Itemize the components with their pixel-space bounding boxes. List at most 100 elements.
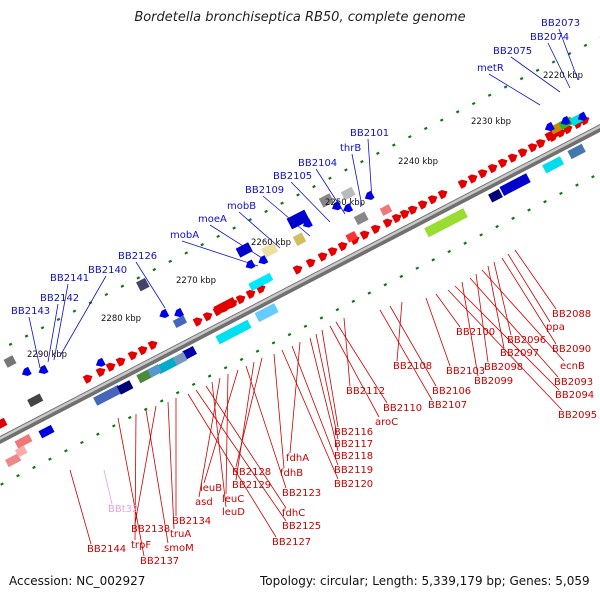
leader-line	[454, 285, 560, 391]
tick-mark	[96, 432, 100, 436]
gene-label-reverse: BB2110	[383, 403, 422, 414]
leader-line	[238, 211, 281, 249]
tick-mark	[367, 291, 372, 295]
leader-line	[195, 389, 287, 522]
leader-line	[315, 333, 339, 440]
reverse-gene-arrow	[560, 115, 571, 125]
tick-mark	[455, 110, 460, 114]
tick-mark	[40, 326, 45, 330]
tick-mark	[207, 374, 212, 378]
forward-gene-arrow	[305, 258, 316, 268]
reverse-gene-block	[542, 156, 565, 174]
gene-label-reverse: fdhA	[286, 453, 309, 464]
gene-block	[340, 186, 356, 201]
leader-line	[134, 405, 157, 525]
tick-mark	[143, 407, 148, 411]
gene-label-reverse: BB2097	[500, 348, 539, 359]
gene-label-reverse: BB2125	[282, 521, 321, 532]
accession-text: Accession: NC_002927	[9, 574, 146, 588]
tick-mark	[335, 307, 340, 312]
gene-label-reverse: BB2103	[446, 366, 485, 377]
tick-mark	[399, 274, 404, 279]
tick-mark	[216, 234, 221, 239]
tick-mark	[583, 43, 588, 48]
leader-line	[488, 73, 541, 106]
reverse-gene-block	[156, 356, 179, 375]
leader-line	[167, 401, 175, 530]
leader-line	[461, 281, 479, 377]
reverse-gene-arrow	[174, 307, 184, 318]
tick-mark	[495, 224, 499, 229]
tick-mark	[296, 193, 300, 197]
backbone-shadow	[0, 124, 600, 444]
leader-line	[235, 357, 263, 468]
leader-line	[547, 42, 571, 89]
tick-mark	[56, 317, 61, 322]
gene-block	[353, 211, 369, 226]
tick-mark	[391, 143, 396, 147]
leader-line	[290, 181, 331, 223]
gene-label-forward: mobA	[170, 230, 199, 241]
gene-label-forward: BB2101	[350, 128, 389, 139]
gene-label-forward: BB2074	[530, 32, 569, 43]
reverse-gene-arrow	[21, 366, 32, 376]
leader-line	[501, 257, 557, 345]
tick-mark	[344, 168, 348, 172]
gene-label-forward: BB2073	[541, 18, 580, 29]
tick-label: 2250 kbp	[325, 198, 365, 208]
forward-gene-block	[549, 122, 563, 135]
gene-block	[286, 209, 310, 230]
gene-label-forward: mobB	[227, 201, 256, 212]
gene-block	[3, 355, 17, 368]
tick-mark	[8, 342, 13, 347]
tick-mark	[120, 284, 125, 288]
leader-line	[335, 321, 388, 404]
forward-gene-arrow	[507, 153, 518, 163]
tick-label: 2270 kbp	[176, 276, 216, 286]
gene-label-forward: BB2140	[88, 265, 127, 276]
forward-gene-arrow	[245, 289, 256, 299]
tick-mark	[184, 251, 189, 255]
leader-line	[103, 469, 113, 505]
reverse-gene-block	[147, 364, 162, 378]
forward-gene-arrow	[477, 169, 488, 179]
leader-line	[198, 377, 221, 498]
reverse-gene-block	[424, 208, 468, 238]
leader-line	[309, 337, 339, 452]
reverse-gene-arrow	[343, 203, 354, 213]
tick-mark	[200, 243, 205, 247]
tick-mark	[127, 415, 132, 420]
forward-gene-arrow	[437, 190, 448, 200]
tick-mark	[271, 341, 276, 345]
tick-mark	[519, 76, 524, 81]
tick-label: 2220 kbp	[543, 71, 583, 81]
leader-line	[475, 273, 489, 363]
tick-mark	[239, 357, 244, 362]
leader-line	[235, 361, 255, 481]
gene-label-reverse: aroC	[375, 417, 398, 428]
tick-mark	[376, 151, 380, 156]
gene-label-reverse: trpF	[131, 540, 151, 551]
forward-gene-block	[248, 272, 274, 291]
tick-mark	[487, 93, 492, 97]
forward-gene-arrow	[535, 139, 546, 149]
tick-mark	[80, 440, 84, 445]
tick-mark	[191, 382, 196, 387]
gene-label-forward: thrB	[340, 143, 361, 154]
tick-mark	[591, 175, 595, 179]
forward-gene-arrow	[467, 174, 478, 184]
leader-line	[367, 138, 373, 201]
gene-label-reverse: BB2137	[140, 556, 179, 567]
tick-mark	[168, 259, 173, 263]
gene-label-forward: metR	[477, 63, 504, 74]
forward-gene-arrow	[370, 224, 381, 234]
leader-line	[134, 413, 137, 541]
tick-mark	[16, 474, 20, 478]
forward-gene-block	[213, 297, 237, 316]
gene-label-reverse: BB2096	[507, 335, 546, 346]
gene-label-reverse: BB2106	[432, 386, 471, 397]
tick-mark	[447, 249, 452, 254]
forward-gene-arrow	[487, 164, 498, 174]
tick-mark	[72, 309, 77, 313]
